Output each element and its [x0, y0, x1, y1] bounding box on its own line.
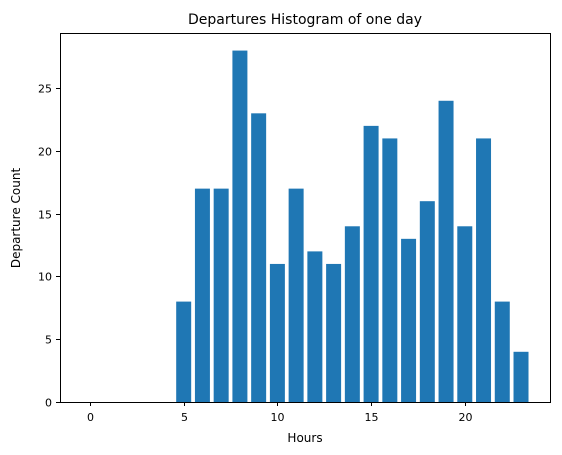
- x-tick-label: 5: [181, 411, 188, 424]
- x-tick-label: 15: [365, 411, 379, 424]
- y-axis-label: Departure Count: [9, 168, 23, 269]
- y-tick-label: 5: [45, 334, 52, 347]
- bar-hour-10: [269, 263, 285, 402]
- bar-hour-18: [419, 201, 435, 402]
- bar-hour-21: [476, 138, 492, 402]
- bar-hour-19: [438, 100, 454, 402]
- bar-hour-9: [251, 113, 267, 402]
- bar-hour-22: [494, 301, 510, 402]
- x-ticks-group: 0 5 10 15 20: [87, 402, 473, 424]
- bar-hour-16: [382, 138, 398, 402]
- bar-hour-11: [288, 188, 304, 402]
- bar-hour-20: [457, 226, 473, 402]
- y-tick-label: 15: [38, 209, 52, 222]
- y-tick-label: 10: [38, 271, 52, 284]
- bar-hour-5: [176, 301, 192, 402]
- x-tick-label: 0: [87, 411, 94, 424]
- bar-hour-17: [401, 238, 417, 402]
- y-tick-label: 20: [38, 146, 52, 159]
- y-ticks-group: 0 5 10 15 20 25: [38, 83, 60, 410]
- bar-hour-13: [326, 263, 342, 402]
- chart-title: Departures Histogram of one day: [188, 12, 422, 28]
- y-tick-label: 25: [38, 83, 52, 96]
- bar-hour-6: [194, 188, 210, 402]
- bars-group: [176, 50, 529, 402]
- bar-hour-8: [232, 50, 248, 402]
- bar-hour-12: [307, 251, 323, 402]
- y-tick-label: 0: [45, 397, 52, 410]
- bar-hour-7: [213, 188, 229, 402]
- bar-hour-14: [344, 226, 360, 402]
- x-axis-label: Hours: [287, 431, 322, 445]
- x-tick-label: 10: [271, 411, 285, 424]
- bar-hour-23: [513, 351, 529, 402]
- x-tick-label: 20: [459, 411, 473, 424]
- bar-hour-15: [363, 125, 379, 402]
- plot-frame: [60, 33, 551, 403]
